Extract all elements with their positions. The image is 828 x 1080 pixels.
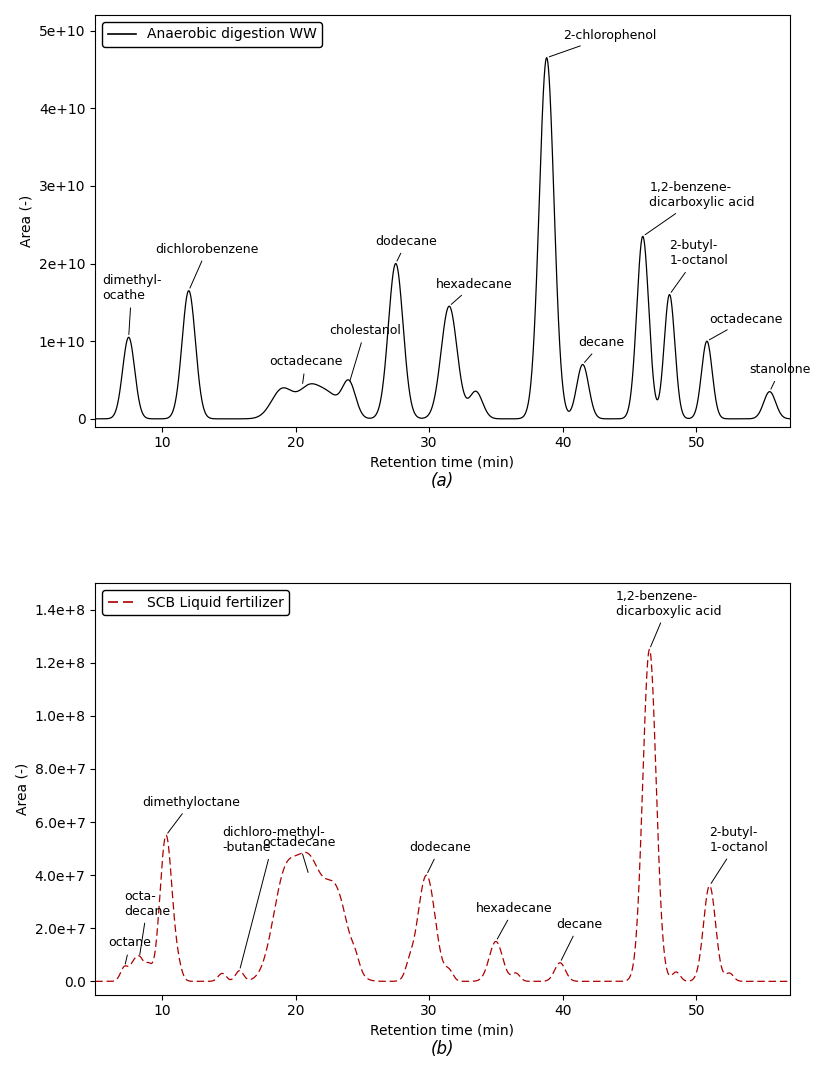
X-axis label: Retention time (min): Retention time (min) — [370, 456, 514, 470]
Text: dichloro-methyl-
-butane: dichloro-methyl- -butane — [222, 826, 325, 968]
Text: octadecane: octadecane — [268, 355, 342, 383]
Text: decane: decane — [556, 918, 601, 960]
Text: 1,2-benzene-
dicarboxylic acid: 1,2-benzene- dicarboxylic acid — [644, 181, 754, 234]
Text: dodecane: dodecane — [375, 235, 437, 261]
Text: octadecane: octadecane — [709, 312, 782, 340]
Text: decane: decane — [578, 336, 624, 363]
Text: cholestanol: cholestanol — [329, 324, 401, 381]
Text: octane: octane — [108, 936, 152, 964]
Y-axis label: Area (-): Area (-) — [15, 762, 29, 815]
Text: hexadecane: hexadecane — [475, 902, 551, 940]
Legend: Anaerobic digestion WW: Anaerobic digestion WW — [102, 22, 322, 48]
Text: dichlorobenzene: dichlorobenzene — [155, 243, 258, 288]
Text: dodecane: dodecane — [408, 841, 470, 873]
Text: (b): (b) — [431, 1040, 454, 1058]
X-axis label: Retention time (min): Retention time (min) — [370, 1024, 514, 1038]
Text: 2-chlorophenol: 2-chlorophenol — [549, 29, 655, 57]
Text: octadecane: octadecane — [262, 836, 335, 873]
Legend: SCB Liquid fertilizer: SCB Liquid fertilizer — [102, 590, 289, 616]
Text: hexadecane: hexadecane — [436, 278, 512, 305]
Text: (a): (a) — [431, 472, 454, 490]
Text: dimethyl-
ocathe: dimethyl- ocathe — [102, 274, 161, 335]
Text: octa-
decane: octa- decane — [124, 890, 171, 955]
Y-axis label: Area (-): Area (-) — [19, 194, 33, 247]
Text: stanolone: stanolone — [749, 363, 810, 389]
Text: dimethyloctane: dimethyloctane — [142, 796, 239, 833]
Text: 2-butyl-
1-octanol: 2-butyl- 1-octanol — [669, 240, 728, 293]
Text: 1,2-benzene-
dicarboxylic acid: 1,2-benzene- dicarboxylic acid — [615, 590, 720, 647]
Text: 2-butyl-
1-octanol: 2-butyl- 1-octanol — [709, 826, 768, 883]
